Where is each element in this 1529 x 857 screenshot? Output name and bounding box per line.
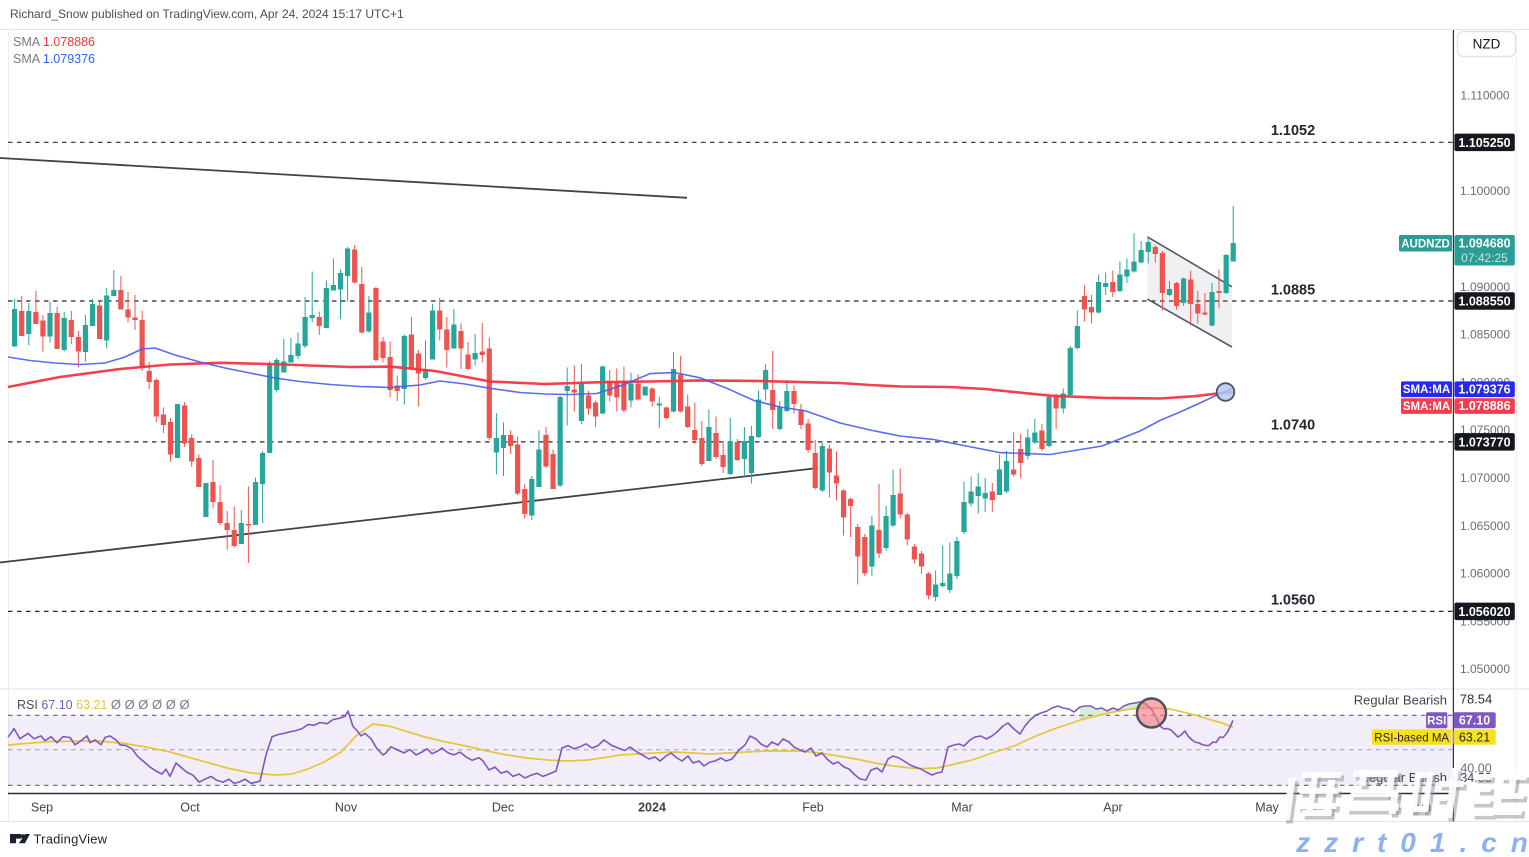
svg-text:1.0740: 1.0740	[1271, 418, 1315, 434]
svg-text:1.073770: 1.073770	[1458, 435, 1510, 449]
svg-text:Sep: Sep	[31, 801, 53, 815]
svg-text:67.10: 67.10	[1459, 714, 1490, 728]
svg-text:SMA:MA: SMA:MA	[1403, 401, 1450, 413]
svg-text:1.085000: 1.085000	[1460, 328, 1510, 342]
svg-text:1.0560: 1.0560	[1271, 593, 1315, 609]
svg-text:May: May	[1255, 801, 1279, 815]
svg-text:Nov: Nov	[335, 801, 358, 815]
svg-text:07:42:25: 07:42:25	[1461, 251, 1508, 265]
svg-text:Feb: Feb	[802, 801, 824, 815]
svg-text:Regular Bearish: Regular Bearish	[1354, 693, 1447, 708]
svg-text:63.21: 63.21	[1459, 730, 1490, 744]
svg-text:zzrt01.cn: zzrt01.cn	[1295, 827, 1529, 857]
svg-text:Dec: Dec	[492, 801, 514, 815]
svg-text:1.090000: 1.090000	[1460, 280, 1510, 294]
svg-text:SMA:MA: SMA:MA	[1403, 384, 1450, 396]
svg-text:1.050000: 1.050000	[1460, 662, 1510, 676]
svg-text:2024: 2024	[638, 801, 666, 815]
svg-text:SMA 1.079376: SMA 1.079376	[13, 52, 95, 66]
svg-text:Apr: Apr	[1103, 801, 1122, 815]
svg-text:NZD: NZD	[1473, 37, 1501, 52]
svg-text:1.0885: 1.0885	[1271, 283, 1315, 299]
svg-text:1.078886: 1.078886	[1458, 399, 1510, 413]
svg-text:RSI-based MA: RSI-based MA	[1374, 732, 1449, 744]
svg-text:Richard_Snow published on Trad: Richard_Snow published on TradingView.co…	[10, 7, 404, 21]
svg-text:RSI: RSI	[1427, 716, 1446, 728]
svg-text:1.070000: 1.070000	[1460, 471, 1510, 485]
svg-text:TradingView: TradingView	[34, 832, 108, 847]
svg-text:RSI 67.10 63.21 Ø Ø Ø Ø Ø Ø: RSI 67.10 63.21 Ø Ø Ø Ø Ø Ø	[17, 697, 190, 712]
svg-text:1.100000: 1.100000	[1460, 184, 1510, 198]
svg-text:1.079376: 1.079376	[1458, 382, 1510, 396]
svg-text:Oct: Oct	[180, 801, 200, 815]
svg-text:78.54: 78.54	[1460, 691, 1493, 706]
svg-text:1.056020: 1.056020	[1458, 605, 1510, 619]
svg-text:1.1052: 1.1052	[1271, 123, 1315, 139]
svg-text:1.088550: 1.088550	[1458, 295, 1510, 309]
svg-text:Mar: Mar	[951, 801, 973, 815]
svg-text:1.060000: 1.060000	[1460, 567, 1510, 581]
svg-text:1.094680: 1.094680	[1458, 237, 1510, 251]
svg-text:1.105250: 1.105250	[1458, 136, 1510, 150]
svg-text:1.065000: 1.065000	[1460, 519, 1510, 533]
svg-text:SMA 1.078886: SMA 1.078886	[13, 35, 95, 49]
svg-text:AUDNZD: AUDNZD	[1401, 238, 1450, 250]
svg-text:40.00: 40.00	[1460, 762, 1491, 776]
svg-text:1.110000: 1.110000	[1460, 89, 1509, 103]
